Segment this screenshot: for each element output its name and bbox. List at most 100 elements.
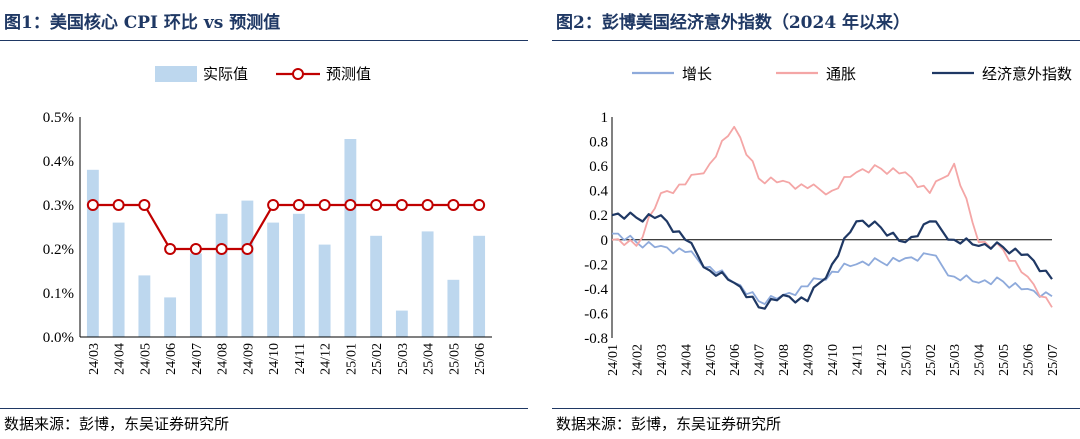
y-tick-label: -0.4 xyxy=(584,282,608,298)
x-tick-label: 24/08 xyxy=(216,343,231,375)
x-tick-label: 25/01 xyxy=(899,344,914,376)
right-panel: 图2：彭博美国经济意外指数（2024 年以来） 增长 通胀 经济意外指数 -0.8 -0… xyxy=(552,0,1080,439)
y-tick-label: 0 xyxy=(601,233,609,249)
legend-label-actual: 实际值 xyxy=(203,66,248,83)
x-tick-label: 24/11 xyxy=(850,344,865,375)
right-bottom-rule xyxy=(552,408,1080,409)
bar-actual xyxy=(447,279,460,337)
legend: 实际值 预测值 xyxy=(155,66,371,83)
legend-swatch-actual xyxy=(155,66,197,82)
point-forecast xyxy=(112,199,125,211)
x-tick-label: 24/08 xyxy=(777,344,792,376)
y-tick-label: 0.8 xyxy=(589,135,608,151)
x-tick-label: 24/12 xyxy=(875,344,890,376)
bar-actual xyxy=(473,235,486,337)
x-tick-label: 25/03 xyxy=(396,343,411,375)
left-source-note: 数据来源：彭博，东吴证券研究所 xyxy=(4,415,230,433)
x-tick-label: 24/10 xyxy=(267,343,282,375)
point-forecast xyxy=(189,243,202,255)
x-tick-label: 25/02 xyxy=(924,344,939,376)
bar-actual xyxy=(86,169,99,337)
x-tick-label: 24/12 xyxy=(319,343,334,375)
y-tick-label: 0.5% xyxy=(43,110,74,126)
x-tick-label: 24/07 xyxy=(190,343,205,375)
x-tick-label: 25/03 xyxy=(948,344,963,376)
point-forecast xyxy=(318,199,331,211)
point-forecast xyxy=(138,199,151,211)
x-tick-label: 25/05 xyxy=(447,343,462,375)
x-tick-label: 25/05 xyxy=(997,344,1012,376)
bar-actual xyxy=(318,244,331,337)
legend-label-0: 增长 xyxy=(682,66,712,83)
point-forecast xyxy=(447,199,460,211)
x-tick-label: 24/03 xyxy=(87,343,102,375)
bar-actual xyxy=(112,222,125,337)
legend-label-forecast: 预测值 xyxy=(326,66,371,83)
point-forecast xyxy=(215,243,228,255)
x-tick-label: 24/04 xyxy=(679,344,694,376)
x-tick-label: 24/04 xyxy=(113,343,128,375)
left-bottom-rule xyxy=(0,408,528,409)
x-tick-label: 24/06 xyxy=(164,343,179,375)
y-tick-label: -0.8 xyxy=(584,331,608,347)
point-forecast xyxy=(473,199,486,211)
series-line-0 xyxy=(612,232,1053,306)
cpi-chart: 实际值 预测值 0.0% 0.1% 0.2% 0.3% 0.4% 0.5% 24/03 24/04… xyxy=(43,66,492,375)
x-tick-label: 25/01 xyxy=(344,343,359,375)
y-tick-label: -0.6 xyxy=(584,306,608,322)
x-tick-label: 25/02 xyxy=(370,343,385,375)
x-tick-label: 24/01 xyxy=(606,344,621,376)
bar-actual xyxy=(138,275,151,337)
x-tick-label: 25/04 xyxy=(973,344,988,376)
right-figure-title: 图2：彭博美国经济意外指数（2024 年以来） xyxy=(556,13,911,33)
bar-actual xyxy=(370,235,383,337)
point-forecast xyxy=(164,243,177,255)
bar-actual xyxy=(241,200,254,337)
x-tick-label: 25/06 xyxy=(473,343,488,375)
x-tick-label: 25/06 xyxy=(1022,344,1037,376)
x-tick-label: 24/09 xyxy=(802,344,817,376)
x-tick-label: 24/05 xyxy=(704,344,719,376)
point-forecast xyxy=(86,199,99,211)
bar-actual xyxy=(215,213,228,337)
bar-actual xyxy=(344,139,357,337)
series-line-2 xyxy=(611,211,1053,310)
x-tick-label: 24/07 xyxy=(753,344,768,376)
y-tick-label: 0.6 xyxy=(589,159,608,175)
bar-actual xyxy=(395,310,408,337)
x-tick-label: 24/05 xyxy=(138,343,153,375)
x-tick-label: 24/10 xyxy=(826,344,841,376)
legend-label-2: 经济意外指数 xyxy=(982,65,1072,83)
right-top-rule xyxy=(552,40,1080,41)
bar-actual xyxy=(292,213,305,337)
bar-actual xyxy=(267,222,280,337)
legend-marker-forecast xyxy=(292,68,304,80)
bar-actual xyxy=(421,231,434,337)
point-forecast xyxy=(395,199,408,211)
point-forecast xyxy=(267,199,280,211)
left-panel: 图1：美国核心 CPI 环比 vs 预测值 实际值 预测值 0.0% 0.1% 0.2%… xyxy=(0,0,528,439)
y-tick-label: 0.1% xyxy=(43,286,74,302)
x-tick-label: 24/06 xyxy=(728,344,743,376)
point-forecast xyxy=(370,199,383,211)
x-tick-label: 25/04 xyxy=(422,343,437,375)
x-tick-label: 24/11 xyxy=(293,343,308,374)
x-tick-label: 24/09 xyxy=(241,343,256,375)
legend-label-1: 通胀 xyxy=(826,66,856,83)
series-line-1 xyxy=(611,125,1053,308)
bar-actual xyxy=(189,253,202,337)
y-tick-label: 1 xyxy=(601,110,609,126)
y-tick-label: -0.2 xyxy=(584,257,608,273)
point-forecast xyxy=(344,199,357,211)
x-tick-label: 25/07 xyxy=(1046,344,1061,376)
line-forecast xyxy=(92,203,480,251)
x-tick-label: 24/03 xyxy=(655,344,670,376)
y-tick-label: 0.3% xyxy=(43,198,74,214)
y-tick-label: 0.2% xyxy=(43,242,74,258)
surprise-index-chart: 增长 通胀 经济意外指数 -0.8 -0.6 -0.4 -0.2 0 0.2 0.4 0.6 0.8 1… xyxy=(584,65,1072,376)
x-tick-label: 24/02 xyxy=(630,344,645,376)
bar-actual xyxy=(164,297,177,337)
left-top-rule xyxy=(0,40,528,41)
right-source-note: 数据来源：彭博，东吴证券研究所 xyxy=(556,415,782,433)
point-forecast xyxy=(421,199,434,211)
